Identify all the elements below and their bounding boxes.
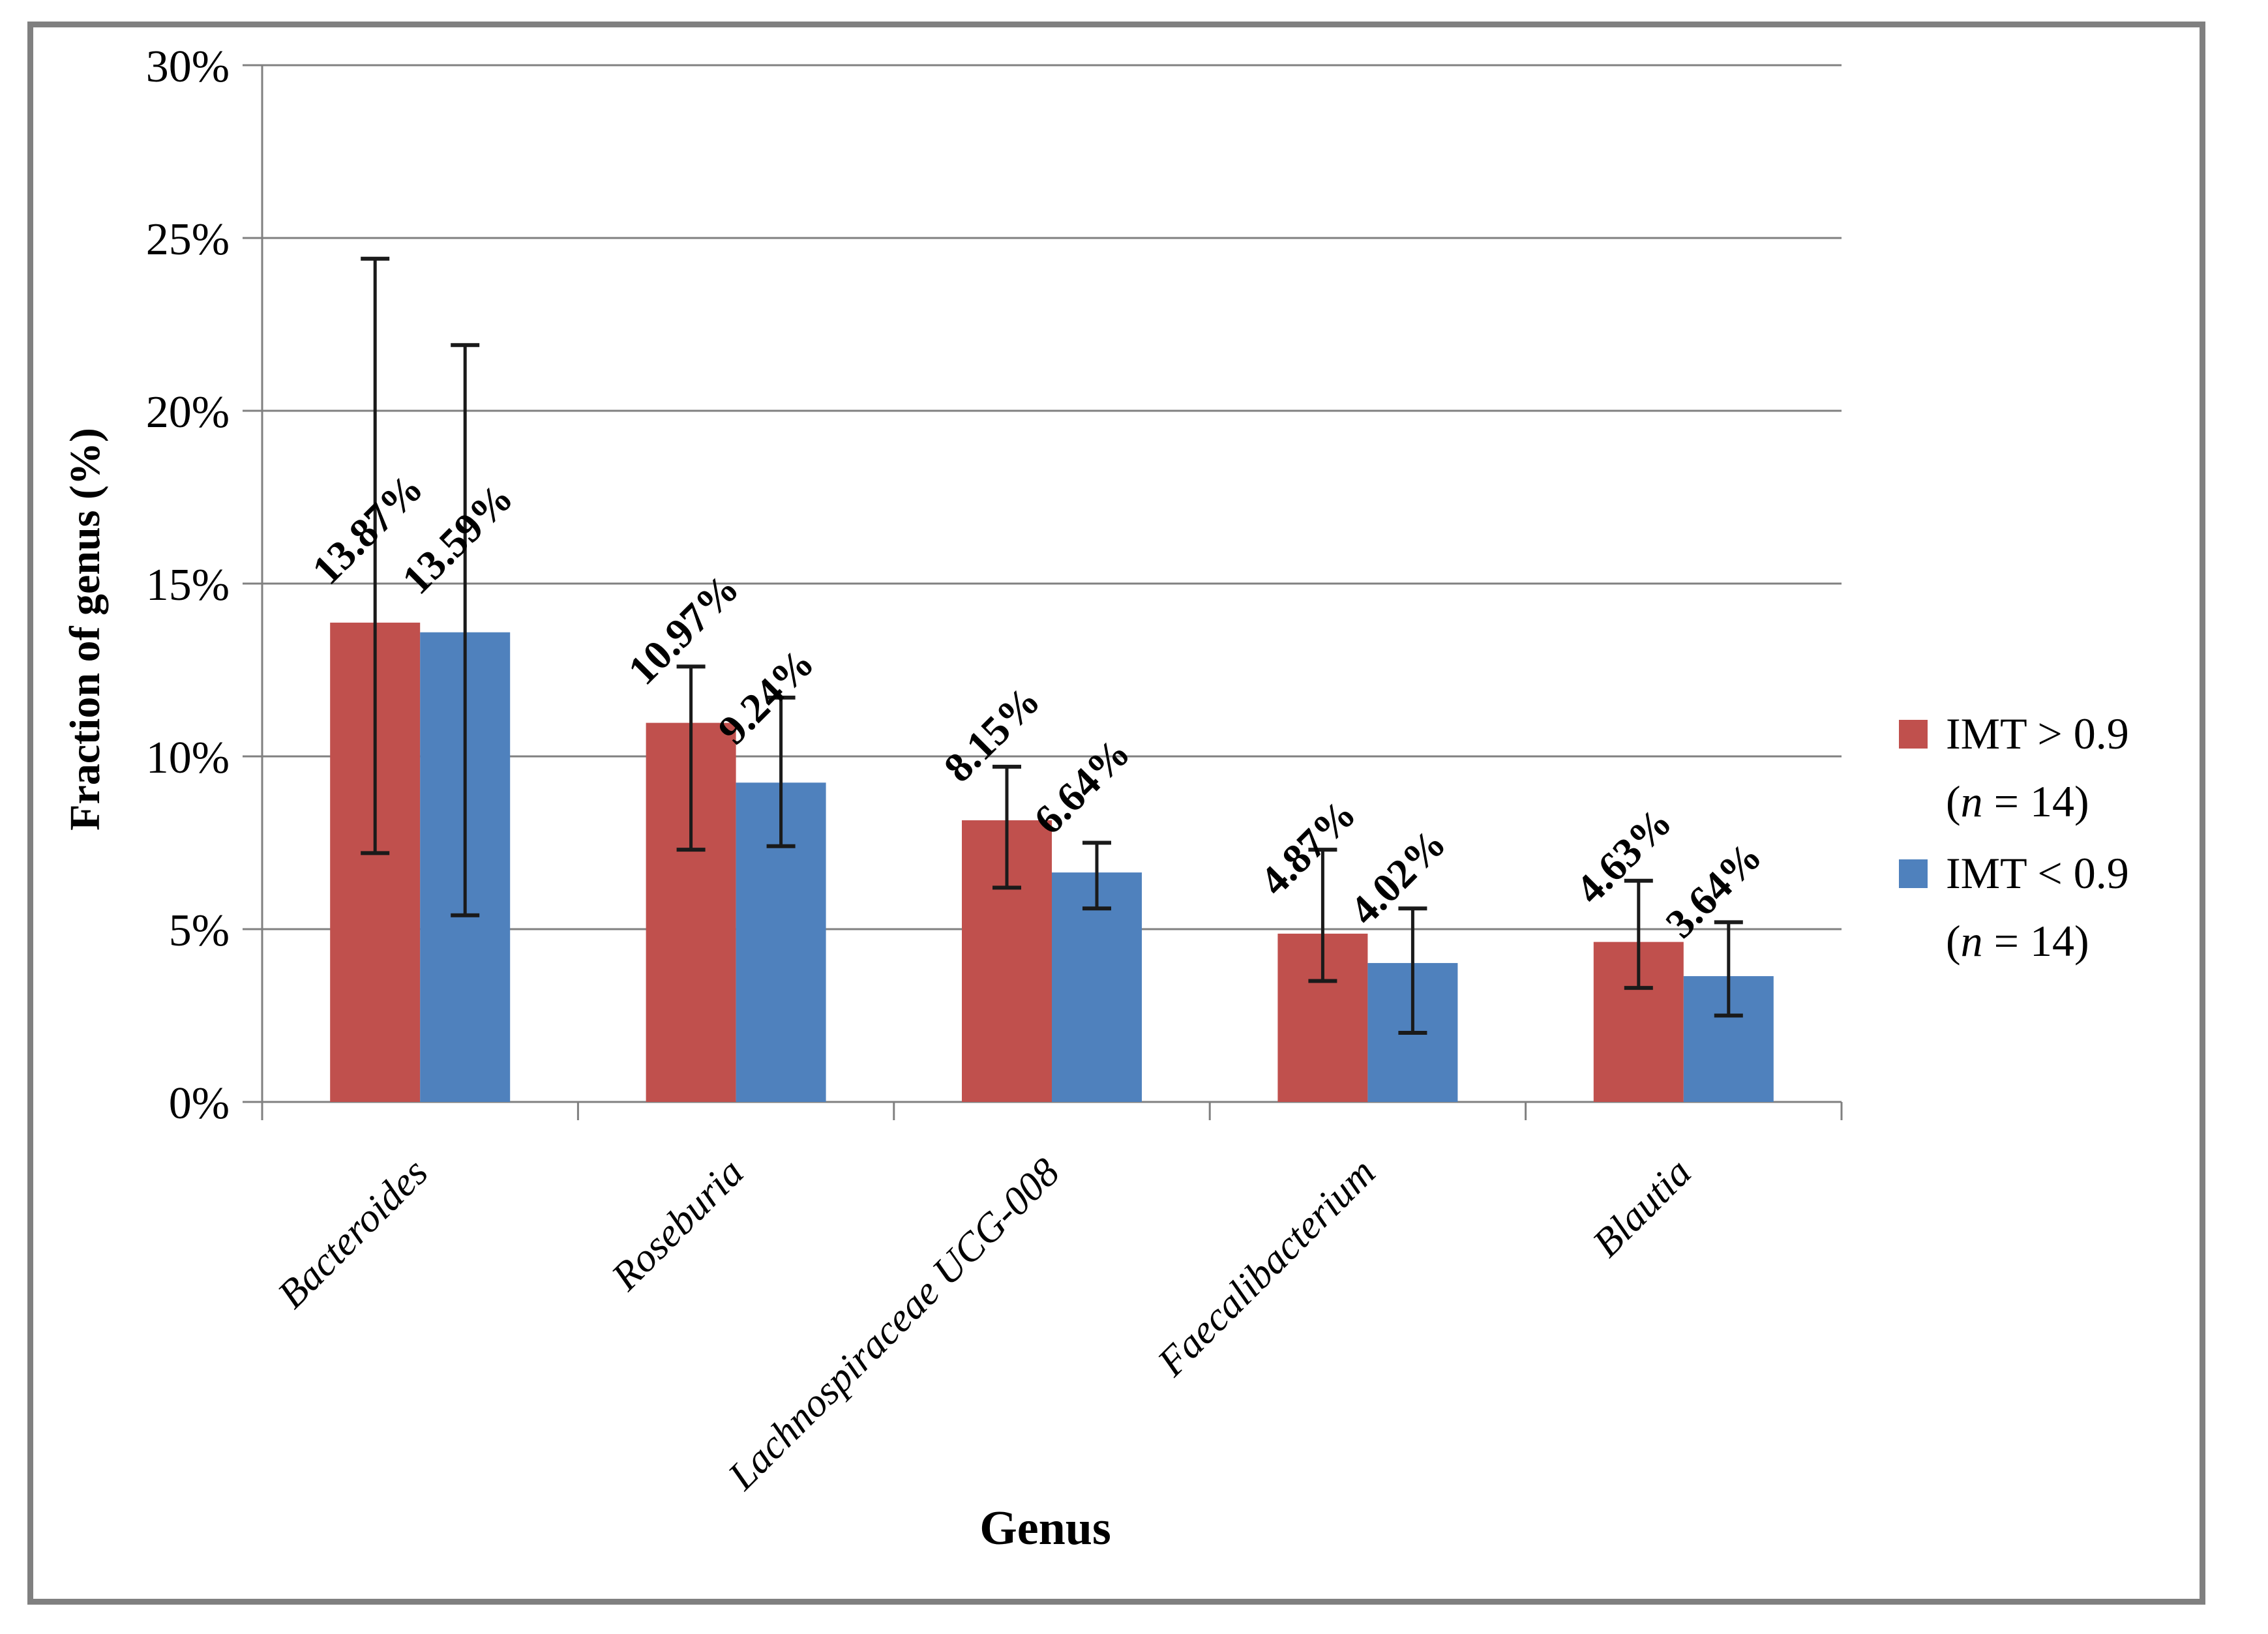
data-label-faecalibacterium-imt-gt-09: 4.87%: [1251, 790, 1365, 904]
x-category-label-roseburia: Roseburia: [603, 1150, 752, 1300]
data-label-lachnospiraceae-ucg-008-imt-gt-09: 8.15%: [935, 677, 1049, 791]
errorbar-blautia-imt-gt-09: [1624, 878, 1653, 990]
y-tick-label-5pct: 5%: [169, 906, 230, 956]
legend-label-imt-gt-09: IMT > 0.9: [1946, 709, 2129, 758]
legend-item-imt-gt-09: IMT > 0.9 (n = 14): [1899, 709, 2129, 826]
legend-swatch-imt-lt-09: [1899, 859, 1928, 888]
data-label-blautia-imt-gt-09: 4.63%: [1566, 799, 1680, 913]
y-tick-label-10pct: 10%: [146, 733, 230, 783]
x-category-label-faecalibacterium: Faecalibacterium: [1149, 1150, 1384, 1385]
x-category-label-lachnospiraceae-ucg-008: Lachnospiraceae UCG-008: [719, 1150, 1068, 1499]
errorbar-faecalibacterium-imt-lt-09: [1398, 906, 1427, 1035]
y-tick-label-25pct: 25%: [146, 215, 230, 265]
y-tick-label-0pct: 0%: [169, 1078, 230, 1129]
bar-lachnospiraceae-ucg-008-imt-lt-09: [1052, 872, 1142, 1102]
x-category-label-blautia: Blautia: [1585, 1150, 1700, 1266]
legend: IMT > 0.9 (n = 14) IMT < 0.9 (n = 14): [1899, 709, 2129, 966]
x-category-label-bacteroides: Bacteroides: [269, 1150, 436, 1317]
x-axis-title: Genus: [979, 1502, 1111, 1555]
y-tick-label-30pct: 30%: [146, 42, 230, 92]
errorbar-bacteroides-imt-lt-09: [451, 343, 480, 917]
errorbar-lachnospiraceae-ucg-008-imt-lt-09: [1082, 840, 1111, 911]
legend-sublabel-imt-gt-09: (n = 14): [1946, 777, 2089, 826]
data-label-faecalibacterium-imt-lt-09: 4.02%: [1341, 820, 1455, 934]
errorbar-roseburia-imt-gt-09: [676, 664, 706, 852]
errorbar-lachnospiraceae-ucg-008-imt-gt-09: [992, 764, 1021, 890]
y-axis-title: Fraction of genus (%): [61, 428, 109, 831]
legend-swatch-imt-gt-09: [1899, 720, 1928, 749]
errorbar-bacteroides-imt-gt-09: [361, 256, 390, 855]
errorbar-blautia-imt-lt-09: [1714, 920, 1743, 1018]
errorbar-roseburia-imt-lt-09: [766, 695, 796, 848]
errorbar-faecalibacterium-imt-gt-09: [1308, 848, 1337, 983]
data-label-lachnospiraceae-ucg-008-imt-lt-09: 6.64%: [1025, 729, 1139, 843]
y-tick-label-20pct: 20%: [146, 387, 230, 438]
y-tick-label-15pct: 15%: [146, 560, 230, 610]
data-label-roseburia-imt-lt-09: 9.24%: [709, 640, 823, 754]
legend-sublabel-imt-lt-09: (n = 14): [1946, 916, 2089, 966]
legend-label-imt-lt-09: IMT < 0.9: [1946, 848, 2129, 898]
legend-item-imt-lt-09: IMT < 0.9 (n = 14): [1899, 848, 2129, 966]
